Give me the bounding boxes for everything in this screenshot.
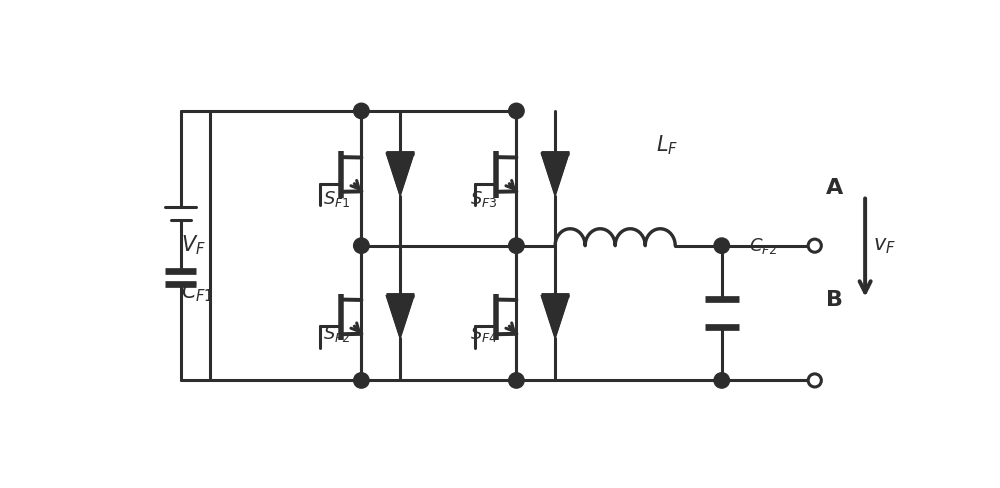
Circle shape xyxy=(808,374,821,387)
Text: $S_{F3}$: $S_{F3}$ xyxy=(470,189,498,209)
Text: $S_{F2}$: $S_{F2}$ xyxy=(323,324,350,344)
Text: A: A xyxy=(826,178,844,198)
Circle shape xyxy=(509,373,524,388)
Circle shape xyxy=(714,238,730,253)
Circle shape xyxy=(354,103,369,119)
Text: $C_{F2}$: $C_{F2}$ xyxy=(749,236,777,256)
Circle shape xyxy=(509,238,524,253)
Circle shape xyxy=(354,238,369,253)
Circle shape xyxy=(354,373,369,388)
Polygon shape xyxy=(541,295,569,339)
Polygon shape xyxy=(386,153,414,196)
Text: $V_F$: $V_F$ xyxy=(181,234,206,258)
Circle shape xyxy=(509,103,524,119)
Text: $S_{F4}$: $S_{F4}$ xyxy=(470,324,498,344)
Text: $v_F$: $v_F$ xyxy=(873,236,896,256)
Circle shape xyxy=(808,239,821,252)
Text: $L_F$: $L_F$ xyxy=(656,134,678,157)
Text: B: B xyxy=(826,289,843,309)
Circle shape xyxy=(714,373,730,388)
Text: $C_{F1}$: $C_{F1}$ xyxy=(181,280,214,304)
Polygon shape xyxy=(386,295,414,339)
Text: $S_{F1}$: $S_{F1}$ xyxy=(323,189,350,209)
Polygon shape xyxy=(541,153,569,196)
